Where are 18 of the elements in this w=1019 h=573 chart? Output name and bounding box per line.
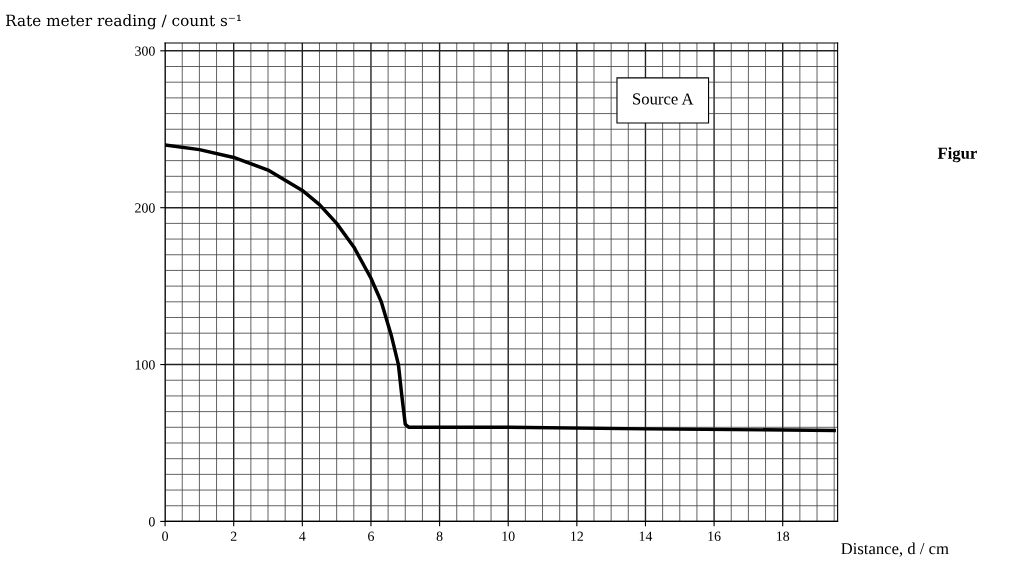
- x-tick-label: 18: [776, 531, 790, 541]
- y-tick-label: 0: [148, 517, 155, 527]
- x-axis-title: Distance, d / cm: [841, 542, 949, 557]
- x-tick-label: 6: [368, 531, 375, 541]
- x-tick-label: 4: [299, 531, 306, 541]
- text: Figur: [937, 147, 977, 163]
- annotation: Source A: [633, 93, 694, 105]
- x-tick-label: 14: [639, 531, 653, 541]
- x-tick-label: 2: [230, 531, 237, 541]
- y-axis-title: Rate meter reading / count s⁻¹: [5, 14, 241, 30]
- x-tick-label: 8: [436, 531, 443, 541]
- y-tick-label: 300: [135, 46, 155, 56]
- x-tick-label: 0: [162, 531, 169, 541]
- y-tick-label: 200: [135, 203, 155, 213]
- y-tick-label: 100: [135, 360, 155, 370]
- x-tick-label: 12: [571, 531, 584, 541]
- x-tick-label: 16: [708, 531, 721, 541]
- x-tick-label: 10: [502, 531, 515, 541]
